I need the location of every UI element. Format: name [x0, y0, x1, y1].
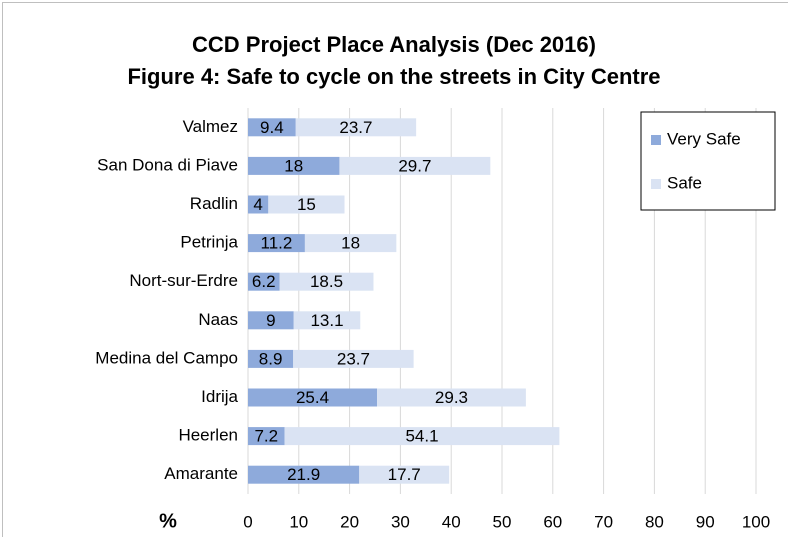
y-tick-label: Medina del Campo	[95, 348, 238, 367]
legend-swatch	[651, 135, 661, 145]
y-tick-label: Radlin	[190, 194, 238, 213]
data-label: 21.9	[287, 465, 320, 484]
chart-title: CCD Project Place Analysis (Dec 2016)	[192, 32, 596, 57]
data-label: 18.5	[310, 272, 343, 291]
legend-label: Very Safe	[667, 129, 741, 148]
y-tick-label: Amarante	[164, 464, 238, 483]
data-label: 7.2	[254, 427, 278, 446]
x-tick-label: 10	[289, 512, 308, 531]
y-tick-label: Idrija	[201, 387, 238, 406]
data-label: 18	[284, 156, 303, 175]
data-label: 17.7	[388, 465, 421, 484]
x-tick-label: 20	[340, 512, 359, 531]
x-axis-label: %	[159, 510, 177, 532]
y-tick-label: Valmez	[183, 117, 238, 136]
data-label: 23.7	[339, 118, 372, 137]
data-label: 15	[297, 195, 316, 214]
data-label: 54.1	[405, 427, 438, 446]
y-tick-label: San Dona di Piave	[97, 155, 238, 174]
data-label: 4	[253, 195, 262, 214]
data-label: 9.4	[260, 118, 284, 137]
x-tick-label: 100	[742, 512, 770, 531]
x-tick-label: 80	[645, 512, 664, 531]
y-tick-label: Naas	[198, 310, 238, 329]
data-label: 23.7	[337, 349, 370, 368]
data-label: 29.7	[398, 156, 431, 175]
legend-label: Safe	[667, 173, 702, 192]
x-tick-label: 0	[243, 512, 252, 531]
y-tick-label: Heerlen	[178, 426, 238, 445]
legend-box	[641, 112, 775, 210]
legend-swatch	[651, 179, 661, 189]
data-label: 13.1	[310, 311, 343, 330]
x-tick-label: 40	[442, 512, 461, 531]
y-tick-label: Nort-sur-Erdre	[129, 271, 238, 290]
x-tick-label: 60	[543, 512, 562, 531]
chart-title: Figure 4: Safe to cycle on the streets i…	[127, 64, 660, 89]
data-label: 11.2	[261, 234, 293, 253]
x-tick-label: 70	[594, 512, 613, 531]
x-tick-label: 30	[391, 512, 410, 531]
data-label: 18	[341, 234, 360, 253]
data-label: 25.4	[296, 388, 329, 407]
data-label: 6.2	[252, 272, 276, 291]
data-label: 29.3	[435, 388, 468, 407]
x-tick-label: 50	[493, 512, 512, 531]
x-tick-label: 90	[696, 512, 715, 531]
y-tick-label: Petrinja	[180, 233, 238, 252]
data-label: 9	[266, 311, 275, 330]
data-label: 8.9	[259, 349, 283, 368]
